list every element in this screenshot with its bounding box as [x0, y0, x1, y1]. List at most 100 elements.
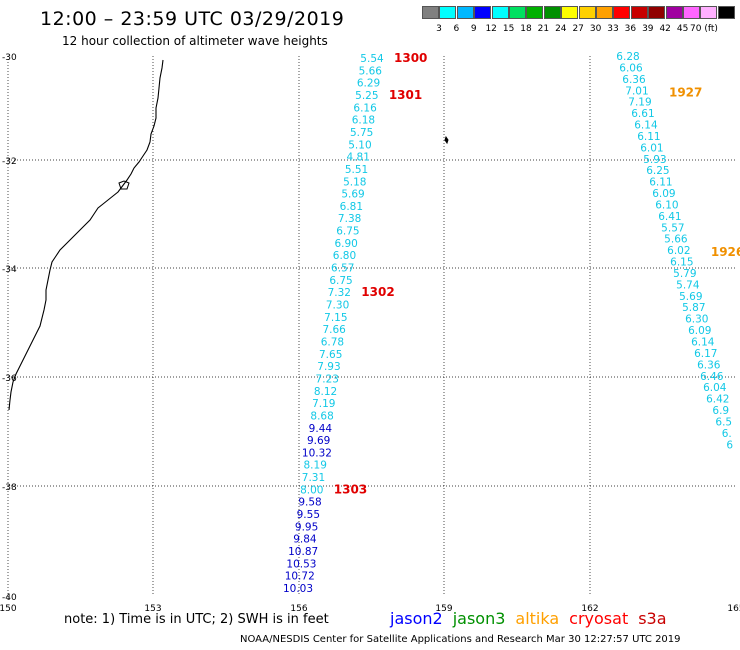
scale-label: 45: [676, 24, 689, 34]
satellite-legend-item: jason3: [452, 609, 506, 628]
wave-height-label: 9.58: [298, 497, 321, 509]
wave-height-label: 5.69: [679, 291, 702, 303]
scale-swatch: [422, 6, 439, 19]
wave-height-label: 5.69: [341, 189, 364, 201]
wave-height-label: 7.38: [338, 213, 361, 225]
lat-label: -38: [2, 483, 17, 493]
wave-height-label: 6.28: [616, 51, 639, 63]
wave-height-label: 6.30: [685, 314, 708, 326]
scale-label: 27: [572, 24, 584, 34]
wave-height-label: 6.5: [715, 416, 732, 428]
wave-height-label: 5.10: [348, 139, 371, 151]
wave-height-label: 6.17: [694, 348, 717, 360]
wave-height-label: 7.30: [326, 300, 349, 312]
footer-note: note: 1) Time is in UTC; 2) SWH is in fe…: [64, 612, 329, 627]
lon-label: 156: [290, 604, 307, 614]
scale-label: 24: [555, 24, 567, 34]
wave-height-label: 5.75: [350, 127, 373, 139]
scale-label: 3: [436, 24, 442, 34]
scale-swatch: [491, 6, 509, 19]
altimeter-track-1: 5.545.666.295.256.166.185.755.104.815.51…: [283, 51, 427, 595]
wave-height-label: 5.18: [343, 176, 366, 188]
scale-label: 21: [537, 24, 550, 34]
wave-height-label: 6.14: [634, 120, 658, 132]
wave-height-label: 6.16: [353, 102, 377, 114]
wave-height-label: 5.25: [355, 90, 378, 102]
wave-height-label: 6.29: [357, 78, 380, 90]
lon-label: 153: [144, 604, 161, 614]
satellite-legend: jason2 jason3 altika cryosat s3a: [390, 609, 677, 628]
satellite-legend-item: cryosat: [569, 609, 629, 628]
scale-label: 30: [589, 24, 602, 34]
wave-height-label: 6.61: [631, 108, 654, 120]
wave-height-label: 6.78: [321, 336, 344, 348]
scale-label: 15: [502, 24, 515, 34]
wave-height-label: 6.36: [622, 74, 646, 86]
satellite-legend-item: altika: [515, 609, 560, 628]
wave-height-label: 9.69: [307, 435, 330, 447]
scale-label: 12: [485, 24, 497, 34]
lon-label: 159: [435, 604, 452, 614]
wave-height-label: 5.51: [345, 164, 368, 176]
wave-height-label: 6.09: [652, 188, 675, 200]
scale-swatch: [526, 6, 544, 19]
wave-height-label: 6.02: [667, 245, 690, 257]
wave-height-label: 10.03: [283, 583, 313, 595]
wave-height-label: 7.01: [625, 85, 648, 97]
scale-swatch: [596, 6, 613, 19]
wave-height-label: 6: [726, 439, 733, 451]
wave-height-label: 6.41: [658, 211, 681, 223]
lon-label: 162: [581, 604, 598, 614]
wave-height-label: 10.53: [286, 558, 316, 570]
wave-height-label: 6.10: [655, 199, 678, 211]
wave-height-label: 7.65: [319, 349, 342, 361]
wave-height-label: 10.87: [288, 546, 318, 558]
wave-height-label: 6.90: [334, 238, 357, 250]
wave-height-label: 7.19: [628, 97, 651, 109]
wave-height-label: 5.66: [664, 234, 688, 246]
wave-height-label: 8.12: [314, 386, 337, 398]
scale-label: 39: [642, 24, 654, 34]
altimeter-track-2: 6.286.066.367.017.196.616.146.116.015.93…: [616, 51, 740, 451]
wave-height-label: 7.23: [316, 373, 339, 385]
lon-label: 150: [0, 604, 17, 614]
lat-label: -32: [2, 157, 17, 167]
wave-height-label: 6.25: [646, 165, 669, 177]
scale-swatch: [717, 6, 735, 19]
scale-swatch: [613, 6, 631, 19]
wave-height-label: 5.74: [676, 279, 700, 291]
lat-label: -30: [2, 53, 17, 63]
wave-height-label: 6.14: [691, 337, 715, 349]
lat-label: -34: [2, 265, 17, 275]
wave-height-label: 6.15: [670, 257, 693, 269]
wave-height-label: 9.55: [297, 509, 320, 521]
wave-height-label: 6.: [722, 428, 732, 440]
wave-height-label: 6.42: [706, 394, 729, 406]
wave-height-label: 9.95: [295, 521, 318, 533]
map-subtitle: 12 hour collection of altimeter wave hei…: [62, 34, 328, 48]
wave-height-label: 6.01: [640, 142, 663, 154]
wave-height-label: 6.75: [336, 226, 359, 238]
scale-swatch: [683, 6, 700, 19]
time-label: 1926: [711, 245, 740, 259]
wave-height-label: 6.04: [703, 382, 727, 394]
wave-height-label: 10.32: [302, 447, 332, 459]
wave-height-label: 7.31: [302, 472, 325, 484]
wave-height-label: 5.79: [673, 268, 696, 280]
wave-height-label: 8.68: [310, 410, 333, 422]
map-title: 12:00 – 23:59 UTC 03/29/2019: [40, 8, 345, 30]
time-label: 1302: [361, 285, 394, 299]
time-label: 1303: [334, 482, 367, 496]
wave-height-label: 6.9: [712, 405, 729, 417]
scale-label: 9: [470, 24, 477, 34]
scale-label: 36: [624, 24, 637, 34]
satellite-legend-item: s3a: [638, 609, 667, 628]
scale-label: 6: [453, 24, 460, 34]
lon-label: 165: [727, 604, 740, 614]
wave-height-label: 6.36: [697, 359, 721, 371]
island-small: [444, 135, 449, 145]
time-label: 1300: [394, 51, 427, 65]
scale-swatch: [439, 6, 457, 19]
